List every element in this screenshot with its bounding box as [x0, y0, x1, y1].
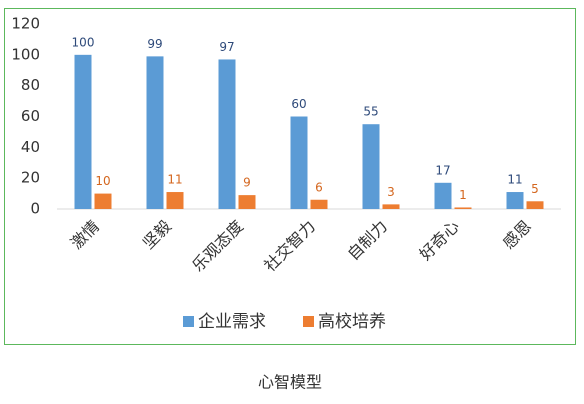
chart-title: 心智模型	[258, 373, 322, 392]
data-label: 9	[243, 176, 251, 190]
bar	[146, 56, 164, 209]
data-label: 11	[507, 173, 522, 187]
bar	[434, 182, 452, 209]
data-label: 100	[72, 35, 95, 49]
legend-label: 企业需求	[198, 312, 266, 332]
data-label: 55	[363, 105, 378, 119]
y-tick-label: 40	[21, 138, 40, 156]
y-tick-label: 100	[11, 45, 40, 63]
data-label: 6	[315, 180, 323, 194]
data-label: 99	[147, 37, 162, 51]
bar	[310, 199, 328, 209]
y-tick-label: 120	[11, 15, 40, 33]
data-label: 17	[435, 163, 450, 177]
legend-swatch	[303, 316, 314, 327]
data-label: 1	[459, 188, 467, 202]
bar	[526, 201, 544, 209]
bar	[454, 207, 472, 209]
bar	[218, 59, 236, 210]
y-tick-label: 20	[21, 169, 40, 187]
bar	[94, 193, 112, 209]
data-label: 3	[387, 185, 395, 199]
data-label: 97	[219, 40, 234, 54]
bar	[290, 116, 308, 209]
chart-frame	[4, 8, 576, 345]
bar	[382, 204, 400, 209]
y-tick-label: 0	[30, 200, 40, 218]
legend-label: 高校培养	[318, 312, 386, 332]
legend-swatch	[183, 316, 194, 327]
y-tick-label: 80	[21, 76, 40, 94]
data-label: 10	[95, 174, 110, 188]
y-tick-label: 60	[21, 107, 40, 125]
bar	[362, 124, 380, 209]
data-label: 60	[291, 97, 306, 111]
bar	[74, 54, 92, 210]
bar	[238, 195, 256, 209]
bar	[166, 192, 184, 209]
bar	[506, 192, 524, 209]
data-label: 5	[531, 182, 539, 196]
data-label: 11	[167, 173, 182, 187]
